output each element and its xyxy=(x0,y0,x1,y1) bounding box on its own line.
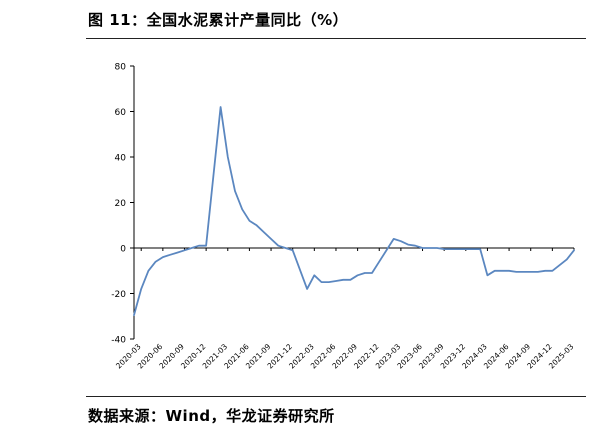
chart-title: 图 11：全国水泥累计产量同比（%） xyxy=(88,11,349,29)
y-tick-label: 0 xyxy=(120,245,126,255)
y-tick-label: -40 xyxy=(111,336,126,346)
y-tick-label: 60 xyxy=(115,108,127,118)
line-chart: -40-200204060802020-032020-062020-092020… xyxy=(111,63,575,371)
bottom-rule xyxy=(86,396,586,397)
chart-container: -40 -20 0 20 40 60 80 2020-03 2020-06 2020-09 2020… xyxy=(86,39,586,396)
y-tick-label: 40 xyxy=(115,154,127,164)
top-rule xyxy=(86,38,586,39)
y-tick-label: -20 xyxy=(111,290,126,300)
y-tick-label: 80 xyxy=(115,63,127,73)
series-line xyxy=(133,106,575,317)
source-note: 数据来源：Wind，华龙证券研究所 xyxy=(88,407,335,425)
y-tick-label: 20 xyxy=(115,199,127,209)
